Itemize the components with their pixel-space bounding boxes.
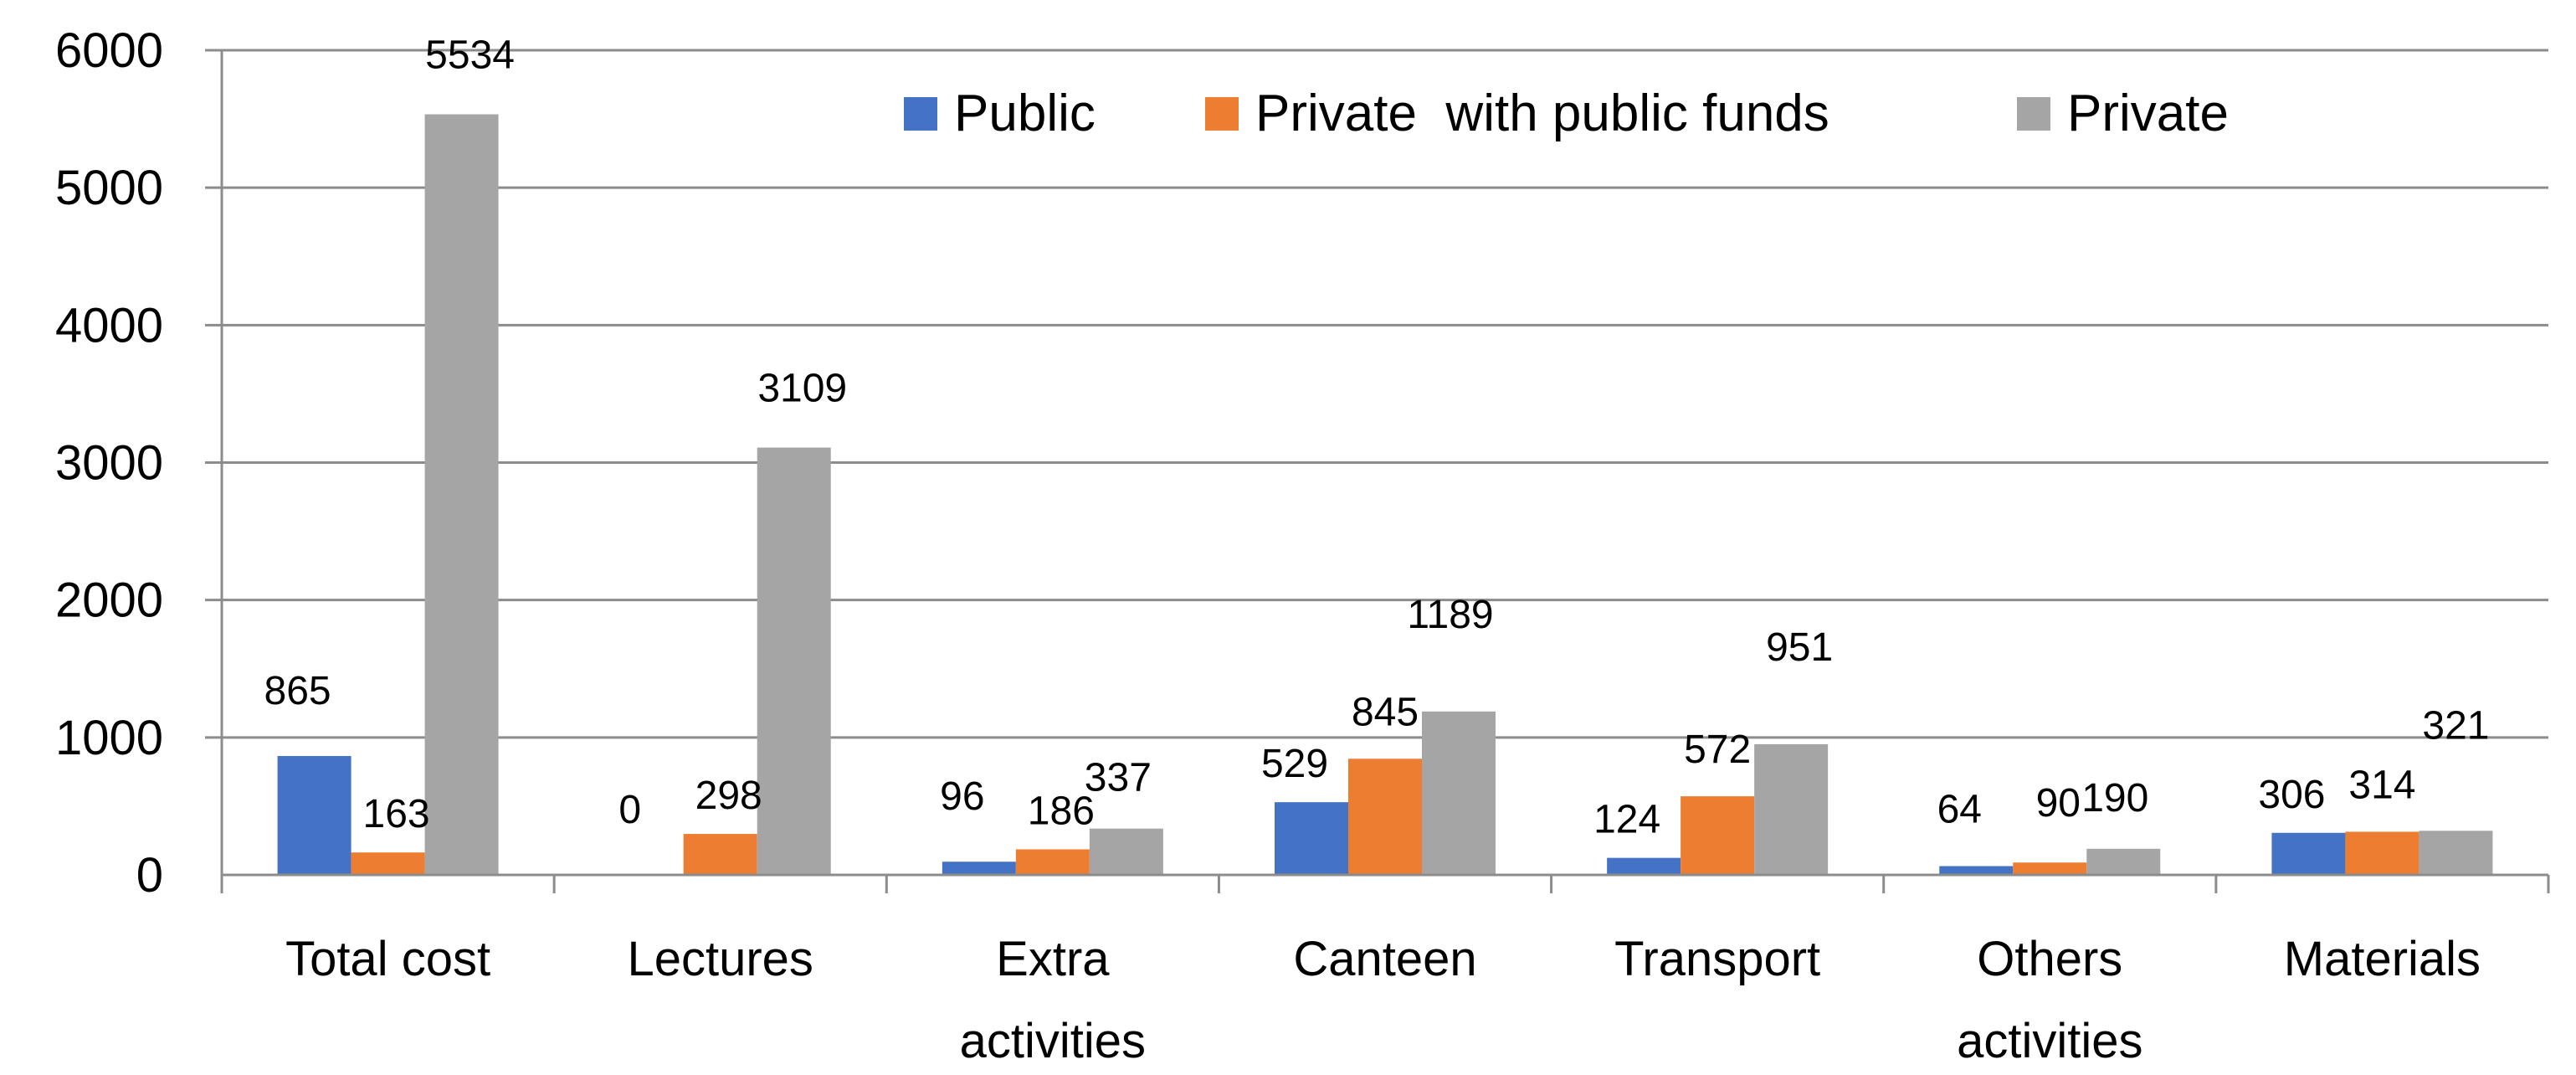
y-axis-ticks: 0 1000 2000 3000 4000 5000 6000 [55,23,163,903]
x-category-label: Transport [1614,932,1820,986]
y-tick-label: 4000 [55,298,163,352]
bar-private-transport [1754,743,1829,875]
data-label: 951 [1766,625,1833,670]
data-label: 64 [1937,787,1982,831]
bar-public-total-cost [277,755,352,875]
bar-public-materials [2271,832,2346,875]
data-label: 306 [2258,773,2325,817]
data-label: 298 [695,774,762,818]
legend: Public Private with public funds Private [904,85,2229,142]
bar-public-canteen [1275,802,1348,875]
y-tick-label: 1000 [55,711,163,765]
legend-label: Public [954,85,1096,142]
data-label: 186 [1028,789,1095,833]
bar-private-total-cost [424,114,499,876]
data-label: 163 [363,792,430,836]
x-category-label: activities [1957,1014,2142,1068]
gridlines [205,49,2548,739]
bar-private-extra-activities [1089,828,1163,875]
x-category-label: Lectures [627,932,813,986]
data-label: 314 [2348,763,2415,807]
x-axis-categories: Total cost Lectures Extra activities Canteen… [285,932,2481,1068]
data-label: 1189 [1407,593,1493,637]
y-tick-label: 5000 [55,161,163,215]
x-category-label: Extra [996,932,1110,986]
x-category-label: activities [960,1014,1146,1068]
bar-private-others-activities [2086,848,2161,875]
bar-private-with-public-funds-materials [2345,831,2419,875]
data-label: 865 [264,669,331,713]
data-label: 845 [1352,690,1419,734]
data-label: 337 [1085,756,1152,800]
data-label: 3109 [757,367,847,411]
x-category-label: Others [1977,932,2122,986]
bar-private-with-public-funds-others-activities [2013,862,2087,875]
bar-private-with-public-funds-transport [1681,796,1755,875]
legend-swatch-private [2017,97,2050,131]
x-category-label: Materials [2284,932,2481,986]
data-label: 321 [2422,703,2489,748]
data-label: 124 [1593,798,1660,842]
data-label: 96 [940,774,984,819]
bar-public-extra-activities [942,862,1016,875]
data-label: 0 [618,788,641,832]
bar-public-others-activities [1939,866,2014,875]
data-label: 190 [2081,776,2148,820]
data-label: 5534 [425,33,515,78]
y-tick-label: 3000 [55,436,163,491]
legend-swatch-private-with-public-funds [1205,97,1239,131]
y-tick-label: 6000 [55,23,163,78]
bar-private-with-public-funds-canteen [1348,759,1422,875]
bar-private-lectures [757,447,831,875]
x-category-label: Canteen [1293,932,1476,986]
x-category-label: Total cost [285,932,490,986]
bar-private-with-public-funds-lectures [683,834,757,875]
data-label: 572 [1684,728,1751,772]
y-tick-label: 2000 [55,574,163,628]
x-axis [220,50,2550,893]
bar-private-with-public-funds-extra-activities [1015,849,1090,875]
legend-label: Private [2067,85,2229,142]
bar-public-transport [1607,857,1681,875]
bar-private-canteen [1422,711,1496,875]
y-tick-label: 0 [136,848,163,903]
data-label: 529 [1261,742,1328,786]
legend-label: Private with public funds [1255,85,1829,142]
bars [277,114,2493,876]
legend-swatch-public [904,97,937,131]
bar-private-with-public-funds-total-cost [351,852,425,875]
bar-private-materials [2419,831,2493,875]
data-label: 90 [2036,781,2081,826]
